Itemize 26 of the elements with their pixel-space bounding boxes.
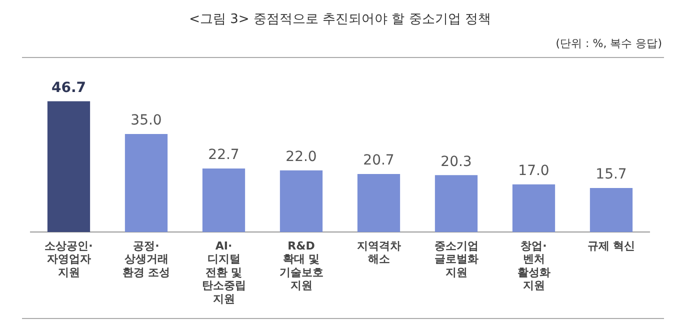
bar — [47, 101, 90, 232]
data-label: 20.7 — [363, 152, 394, 169]
bar — [202, 168, 246, 232]
x-tick-label: 중소기업 글로벌화 지원 — [434, 239, 478, 279]
data-label: 17.0 — [518, 163, 550, 180]
x-tick-label: 창업· 벤처 활성화 지원 — [517, 239, 550, 292]
bar — [512, 184, 556, 232]
data-label: 46.7 — [51, 80, 86, 96]
x-tick-label: 규제 혁신 — [587, 239, 636, 252]
data-label: 15.7 — [596, 166, 627, 183]
x-tick-label: 공정· 상생거래 환경 조성 — [122, 239, 170, 279]
bar — [590, 188, 633, 232]
bar — [434, 175, 478, 232]
x-tick-label: 지역격차 해소 — [356, 239, 401, 266]
bar — [357, 174, 400, 232]
bar — [280, 170, 323, 232]
x-tick-label: AI· 디지털 전환 및 탄소중립 지원 — [202, 239, 246, 306]
data-label: 20.3 — [440, 154, 472, 170]
bar — [124, 134, 168, 232]
x-tick-label: R&D 확대 및 기술보호 지원 — [279, 239, 324, 292]
data-label: 35.0 — [130, 112, 162, 129]
x-tick-label: 소상공인· 자영업자 지원 — [44, 239, 93, 279]
data-label: 22.0 — [286, 149, 317, 166]
data-label: 22.7 — [208, 147, 240, 164]
chart-title: <그림 3> 중점적으로 추진되어야 할 중소기업 정책 — [188, 11, 492, 28]
chart-subtitle: (단위 : %, 복수 응답) — [556, 36, 662, 51]
